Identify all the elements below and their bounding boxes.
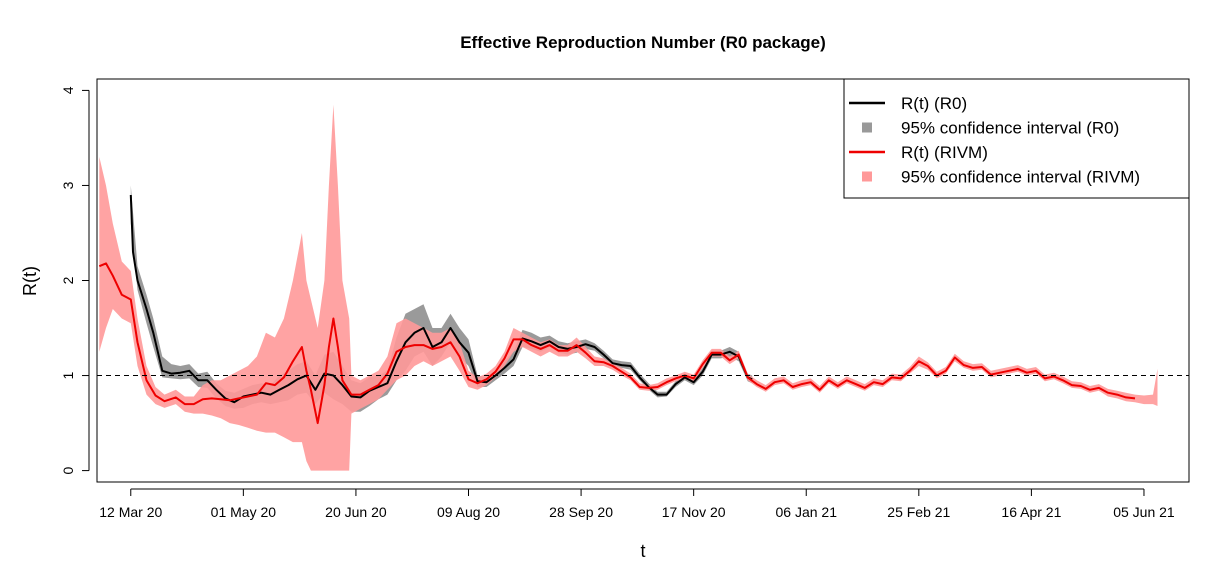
plot-frame: [96, 78, 1190, 483]
x-tick-label: 17 Nov 20: [662, 504, 726, 520]
x-tick-label: 16 Apr 21: [1001, 504, 1061, 520]
x-tick-label: 01 May 20: [211, 504, 277, 520]
confidence-bands: [99, 104, 1158, 471]
x-tick-label: 25 Feb 21: [887, 504, 950, 520]
line-r0: [129, 194, 753, 404]
band-rivm: [99, 104, 1158, 471]
x-axis-label: t: [640, 541, 645, 561]
legend-label: 95% confidence interval (RIVM): [901, 168, 1140, 187]
legend: R(t) (R0) 95% confidence interval (R0) R(t…: [843, 78, 1190, 199]
legend-label: R(t) (R0): [901, 94, 967, 113]
legend-swatch: [862, 171, 872, 182]
legend-label: 95% confidence interval (R0): [901, 119, 1119, 138]
x-tick-label: 12 Mar 20: [99, 504, 162, 520]
y-tick-label: 2: [60, 276, 76, 284]
y-axis: 0 1 2 3 4: [60, 86, 90, 474]
legend-box: [843, 78, 1190, 199]
x-tick-label: 28 Sep 20: [549, 504, 613, 520]
legend-swatch: [862, 122, 872, 133]
x-axis: 12 Mar 20 01 May 20 20 Jun 20 09 Aug 20 28 S…: [99, 488, 1175, 520]
y-tick-label: 1: [60, 371, 76, 379]
line-rivm: [98, 262, 1136, 425]
y-tick-label: 3: [60, 181, 76, 189]
band-r0: [130, 185, 753, 412]
series-lines: [98, 194, 1136, 425]
legend-label: R(t) (RIVM): [901, 143, 988, 162]
y-axis-label: R(t): [20, 266, 40, 296]
y-tick-label: 4: [60, 86, 76, 94]
x-tick-label: 09 Aug 20: [437, 504, 500, 520]
x-tick-label: 20 Jun 20: [325, 504, 387, 520]
y-tick-label: 0: [60, 466, 76, 474]
chart-title: Effective Reproduction Number (R0 packag…: [460, 33, 826, 52]
x-tick-label: 05 Jun 21: [1113, 504, 1175, 520]
x-tick-label: 06 Jan 21: [775, 504, 837, 520]
